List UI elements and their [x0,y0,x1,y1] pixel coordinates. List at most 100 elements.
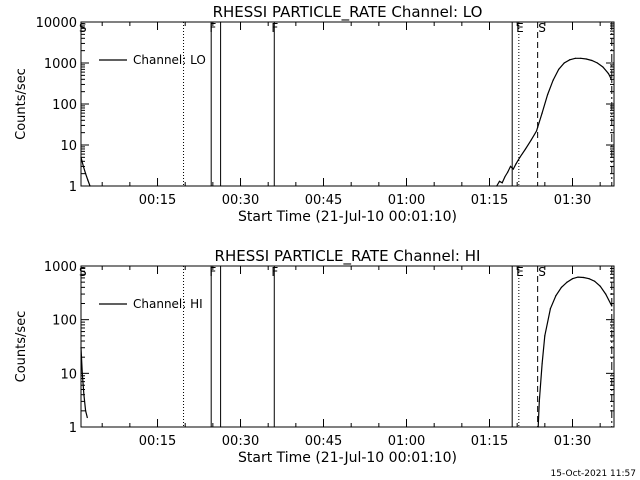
x-tick-label: 01:30 [554,193,591,208]
data-point [541,363,543,365]
y-tick-label: 100 [52,98,77,113]
plot-frame [80,21,615,187]
data-point [530,139,532,141]
legend-label: Channel: HI [133,297,203,311]
flag-label: S [79,21,87,35]
series-line [80,347,88,418]
data-point [86,416,88,419]
y-axis-label: Counts/sec [14,311,29,383]
data-point [566,281,568,283]
plot-frame [80,265,615,428]
footer-timestamp: 15-Oct-2021 11:57 [551,469,636,479]
data-point [80,156,82,158]
data-point [582,276,585,279]
data-point [555,295,557,297]
data-point [519,156,521,158]
data-point [515,163,517,165]
data-point [81,372,83,374]
data-point [605,293,607,295]
data-point [571,278,574,280]
data-point [537,426,539,428]
data-point [538,400,540,402]
data-point [496,185,498,187]
flag-label: S [79,265,87,279]
data-point [524,148,527,150]
data-point [574,57,576,59]
data-point [580,57,582,59]
flag-label: E [516,21,524,35]
data-point [599,285,601,287]
data-point [549,308,551,310]
x-tick-label: 00:30 [222,193,259,208]
data-point [611,79,613,81]
data-point [577,276,579,278]
data-point [504,175,506,178]
chart-panel-hi: RHESSI PARTICLE_RATE Channel: HI Counts/s… [14,247,615,466]
y-axis-label: Counts/sec [14,68,29,140]
data-point [83,394,85,396]
data-point [591,59,593,62]
data-point [547,93,549,96]
data-point [82,165,84,168]
flag-label: F [271,265,278,279]
flag-label: S [538,265,546,279]
data-point [501,182,503,184]
data-point [607,73,610,75]
chart-title: RHESSI PARTICLE_RATE Channel: HI [215,247,481,266]
legend-label: Channel: LO [133,53,206,67]
x-tick-label: 01:15 [471,193,508,208]
data-point [498,180,501,182]
chart-panel-lo: RHESSI PARTICLE_RATE Channel: LO Counts/s… [14,3,615,225]
y-tick-label: 10 [60,139,77,154]
data-point [596,62,599,64]
data-point [541,112,543,114]
data-point [509,165,512,168]
x-tick-label: 00:45 [305,193,342,208]
x-tick-label: 01:00 [388,434,425,449]
data-point [512,168,514,170]
data-point [544,335,546,337]
x-tick-label: 00:30 [222,434,259,449]
series-line [496,57,613,187]
flag-label: F [209,265,216,279]
data-point [89,185,91,187]
x-tick-label: 00:45 [305,434,342,449]
data-point [569,59,571,61]
x-tick-label: 01:00 [388,193,425,208]
data-point [87,179,89,181]
series-line [80,157,91,187]
y-tick-label: 10000 [36,16,77,31]
x-tick-label: 00:15 [139,193,176,208]
data-point [552,79,554,81]
x-axis-label: Start Time (21-Jul-10 00:01:10) [238,450,457,466]
data-point [560,286,563,288]
series-line [537,276,613,428]
data-point [563,62,565,64]
data-point [84,173,87,175]
data-point [558,68,560,70]
y-tick-label: 1 [69,421,77,436]
data-point [84,410,87,412]
y-tick-label: 100 [52,314,77,329]
flag-label: E [516,265,524,279]
chart-title: RHESSI PARTICLE_RATE Channel: LO [213,3,483,22]
data-point [602,66,604,68]
y-tick-label: 10 [60,367,77,382]
y-tick-label: 1000 [44,260,77,275]
y-tick-label: 1 [69,180,77,195]
x-tick-label: 01:15 [471,434,508,449]
data-point [507,171,509,173]
x-tick-label: 00:15 [139,434,176,449]
flag-label: F [209,21,216,35]
flag-label: S [538,21,546,35]
x-axis-label: Start Time (21-Jul-10 00:01:10) [238,209,457,225]
data-point [588,278,590,280]
data-point [611,305,613,307]
data-point [535,130,538,132]
data-point [594,280,596,282]
data-point [80,347,82,349]
y-tick-label: 1000 [44,57,77,72]
x-tick-label: 01:30 [554,434,591,449]
data-point [585,58,587,60]
